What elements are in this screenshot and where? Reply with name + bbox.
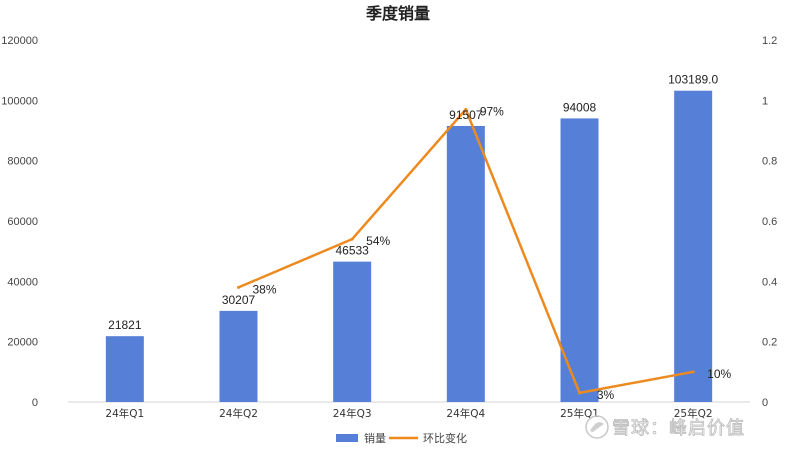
bar-value-label: 30207 <box>222 293 256 307</box>
x-tick-label: 25年Q2 <box>674 407 713 420</box>
line-value-label: 54% <box>366 234 390 248</box>
line-point <box>578 391 581 395</box>
watermark: 雪球：峰启价值 <box>585 415 745 439</box>
y-left-tick-label: 80000 <box>7 156 38 168</box>
y-right-tick-label: 0.2 <box>762 337 777 349</box>
x-tick-label: 24年Q2 <box>219 407 258 420</box>
y-left-tick-label: 120000 <box>1 35 38 47</box>
bar <box>560 118 599 402</box>
legend: 销量 环比变化 <box>336 431 467 445</box>
bar <box>105 336 144 402</box>
line-point <box>350 237 354 241</box>
line-value-label: 97% <box>480 104 504 118</box>
line-value-label: 3% <box>597 388 615 402</box>
y-right-tick-label: 0 <box>762 397 768 409</box>
bar-series <box>105 90 713 402</box>
y-right-tick-label: 1.2 <box>762 35 777 47</box>
y-left-tick-label: 100000 <box>1 95 38 107</box>
x-tick-label: 25年Q1 <box>560 407 599 420</box>
line-value-label: 38% <box>252 282 276 296</box>
logo-ring <box>585 415 609 439</box>
y-right-tick-label: 0.6 <box>762 216 777 228</box>
y-left-tick-label: 60000 <box>7 216 38 228</box>
chart-title: 季度销量 <box>365 4 430 23</box>
bar <box>333 261 372 402</box>
watermark-text: 雪球：峰启价值 <box>612 418 745 439</box>
bar <box>446 125 485 402</box>
line-point <box>691 370 695 374</box>
y-right-tick-label: 0.4 <box>762 276 777 288</box>
line-point <box>237 285 240 289</box>
bar-value-label: 103189.0 <box>668 73 718 87</box>
y-right-tick-label: 0.8 <box>762 156 777 168</box>
x-tick-label: 24年Q1 <box>105 407 144 420</box>
y-left-tick-label: 40000 <box>7 276 38 288</box>
snowball-logo <box>585 415 609 439</box>
line-series <box>237 107 695 395</box>
legend-swatch-bar <box>336 434 358 442</box>
axes: 0 20000 40000 60000 80000 100000 120000 0 0.2 0.4… <box>1 35 777 420</box>
bar-value-label: 91507 <box>449 108 483 122</box>
x-tick-label: 24年Q4 <box>446 407 485 420</box>
bar-value-label: 21821 <box>108 318 142 332</box>
y-left-tick-label: 0 <box>32 397 38 409</box>
legend-label: 环比变化 <box>423 431 467 445</box>
y-left-tick-label: 20000 <box>7 337 38 349</box>
y-right-tick-label: 1 <box>762 95 768 107</box>
x-tick-label: 24年Q3 <box>333 407 372 420</box>
legend-label: 销量 <box>364 431 386 445</box>
bar-value-label: 94008 <box>563 100 597 114</box>
bar-value-label: 46533 <box>335 244 369 258</box>
bar <box>219 310 258 402</box>
line-point <box>464 107 468 111</box>
logo-mark <box>590 422 604 432</box>
line-value-label: 10% <box>707 367 731 381</box>
bar <box>674 90 713 402</box>
data-labels: 21821 30207 46533 91507 94008 103189.0 38% 54% 9… <box>108 73 731 402</box>
